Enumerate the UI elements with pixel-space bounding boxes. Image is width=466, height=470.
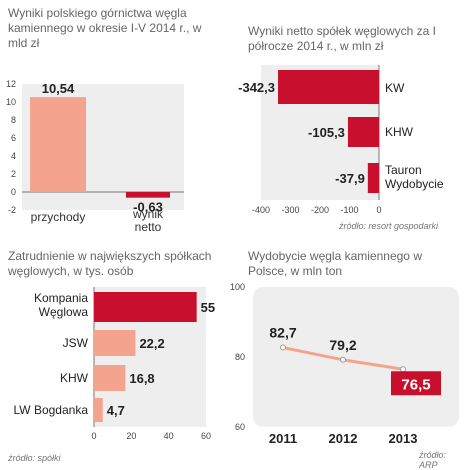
x-tick-label: 0: [91, 431, 96, 441]
data-label-1: 79,2: [329, 337, 356, 353]
y-tick-label: 8: [11, 115, 16, 125]
category-label-0: przychody: [31, 210, 86, 224]
bar-0: [278, 70, 379, 104]
bar-1: [126, 192, 170, 198]
x-tick-label: 2011: [269, 431, 297, 446]
y-tick-label: 12: [6, 79, 16, 89]
category-label-1: KHW: [385, 125, 414, 139]
chart2-source: źródło: resort gospodarki: [339, 221, 439, 231]
bar-3: [94, 398, 103, 422]
chart3-svg: 55 22,2 16,8 4,7 Kompania Węglowa JSW KHW LW Bog…: [14, 287, 215, 441]
x-tick-label: 2012: [329, 431, 358, 446]
y-tick-label: 4: [11, 151, 16, 161]
chart3-source: źródło: spółki: [8, 453, 61, 463]
x-tick-label: -400: [252, 205, 270, 215]
y-tick-label: -2: [8, 205, 16, 215]
bar-1: [94, 330, 136, 356]
category-label-2: KHW: [60, 371, 89, 385]
y-tick-label: 60: [235, 422, 245, 432]
data-label-1: -105,3: [308, 125, 345, 140]
y-tick-label: 80: [235, 352, 245, 362]
y-tick-label: 10: [6, 97, 16, 107]
x-tick-label: 0: [376, 205, 381, 215]
data-point-0: [280, 344, 286, 351]
bar-0: [30, 97, 86, 192]
chart-panel-employment: Zatrudnienie w największych spółkach węg…: [0, 235, 233, 470]
bar-1: [347, 117, 379, 147]
data-label-2: 76,5: [401, 376, 430, 393]
category-label-0: Kompania Węglowa: [34, 291, 88, 319]
x-tick-label: 60: [201, 431, 211, 441]
data-label-1: 22,2: [139, 336, 164, 351]
data-label-2: -37,9: [335, 171, 365, 186]
category-label-2: Tauron Wydobycie: [385, 163, 444, 191]
bar-2: [94, 365, 126, 391]
data-label-0: 10,54: [42, 81, 75, 96]
chart-panel-net-results: Wyniki netto spółek węglowych za I półro…: [233, 0, 466, 235]
chart3-title: Zatrudnienie w największych spółkach węg…: [8, 249, 212, 278]
data-label-1: -0,63: [133, 200, 163, 215]
x-tick-label: 40: [164, 431, 174, 441]
chart-panel-coal-output: Wydobycie węgla kamiennego w Polsce, w m…: [230, 235, 466, 470]
data-label-0: -342,3: [238, 80, 275, 95]
data-label-2: 16,8: [129, 371, 154, 386]
category-label-0: KW: [385, 81, 405, 95]
y-tick-label: 0: [11, 187, 16, 197]
x-tick-label: 2013: [389, 431, 418, 446]
chart2-title: Wyniki netto spółek węglowych za I półro…: [248, 24, 436, 53]
chart4-source: źródło: ARP: [419, 450, 447, 470]
x-tick-label: -200: [311, 205, 329, 215]
category-label-1: JSW: [63, 336, 89, 350]
chart-panel-mining-results: Wyniki polskiego górnictwa węgla kamienn…: [0, 0, 233, 235]
x-tick-label: -100: [340, 205, 358, 215]
y-tick-label: 100: [230, 282, 245, 292]
data-label-3: 4,7: [107, 403, 125, 418]
category-label-1: wynik netto: [132, 207, 164, 234]
bar-2: [367, 163, 379, 193]
y-tick-label: 6: [11, 133, 16, 143]
data-point-1: [340, 356, 346, 363]
y-tick-label: 2: [11, 169, 16, 179]
plot-background: [253, 287, 459, 427]
chart2-svg: -342,3 -105,3 -37,9 KW KHW Tauron Wydobycie -40…: [238, 65, 444, 215]
x-tick-label: 20: [126, 431, 136, 441]
category-label-3: LW Bogdanka: [14, 403, 89, 417]
chart4-svg: 60 80 100 82,7 79,2 76,5 2011 2012 2013: [230, 282, 459, 446]
data-point-2: [400, 366, 406, 373]
data-label-0: 55: [201, 300, 215, 315]
bar-0: [94, 292, 197, 322]
highlight-box: [391, 371, 441, 396]
chart1-title: Wyniki polskiego górnictwa węgla kamienn…: [8, 6, 202, 50]
chart4-title: Wydobycie węgla kamiennego w Polsce, w m…: [248, 249, 422, 278]
data-label-0: 82,7: [269, 325, 296, 341]
chart1-svg: -2 0 2 4 6 8 10 12 10,54 -0,63 przychody wynik netto: [6, 79, 184, 234]
x-tick-label: -300: [281, 205, 299, 215]
